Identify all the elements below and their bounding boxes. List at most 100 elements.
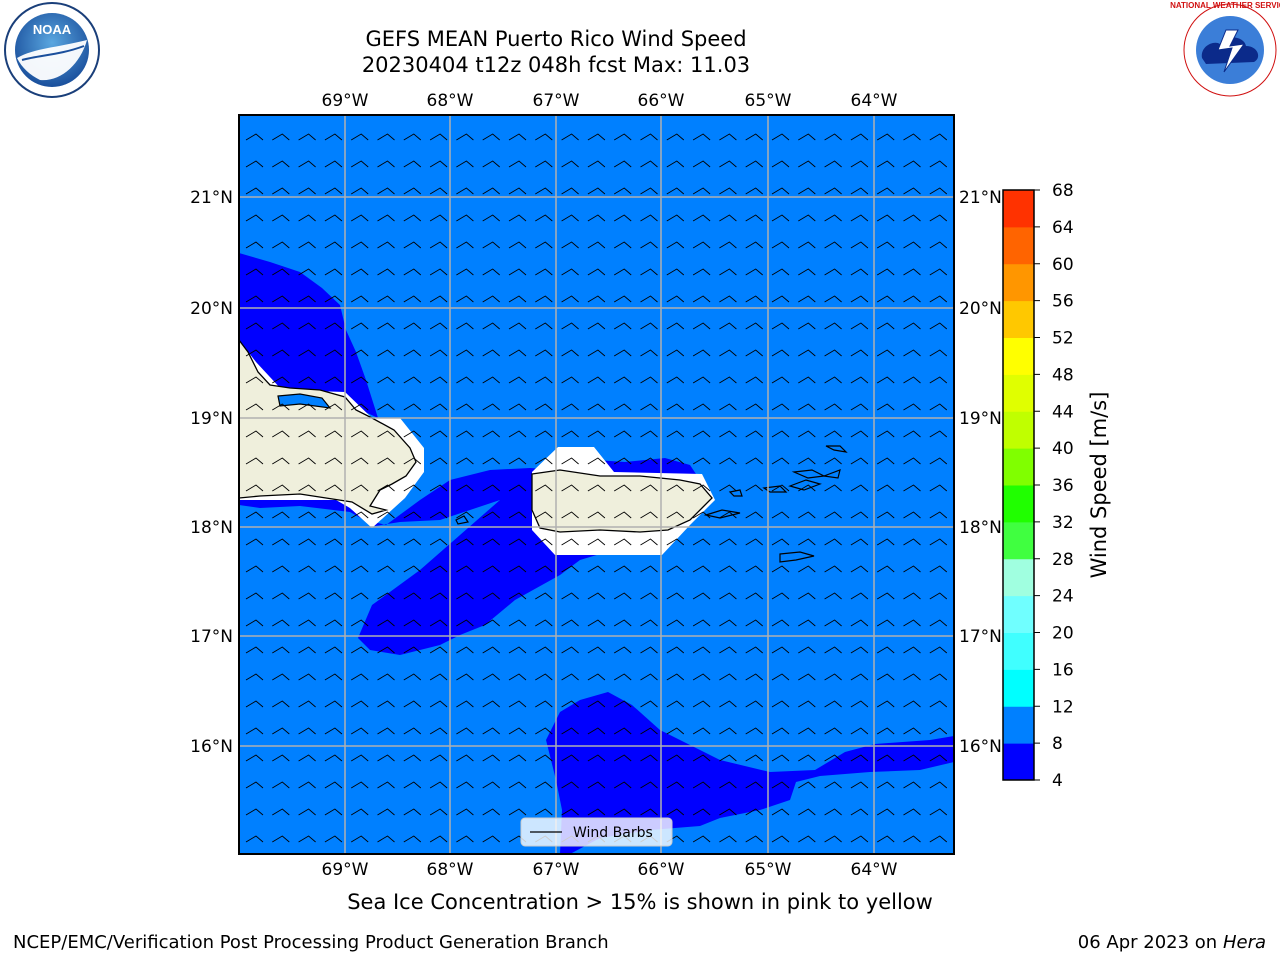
wind-barb [429,457,448,465]
colorbar-tick-label: 52 [1052,329,1074,349]
colorbar-tick-label: 56 [1052,292,1074,312]
wind-barb [719,727,737,735]
wind-barb [298,187,316,195]
wind-barb [613,538,632,546]
wind-barb [745,835,763,843]
map-subtitle: 20230404 t12z 048h fcst Max: 11.03 [361,53,751,77]
wind-barb [587,538,606,546]
wind-barb [535,376,553,384]
wind-barb [613,808,632,816]
wind-barb [456,160,474,168]
wind-barb [350,835,369,843]
wind-barb [456,349,474,357]
wind-barb [377,754,395,762]
wind-barb [245,538,264,546]
sea-ice-caption: Sea Ice Concentration > 15% is shown in … [347,890,933,914]
hispaniola-bay [277,393,332,409]
wind-barb [456,835,474,843]
wind-barb [482,646,500,654]
wind-barb [692,619,711,627]
wind-barb [850,403,869,411]
wind-barb [929,808,948,816]
wind-barb [272,241,290,249]
wind-barb [903,619,921,627]
wind-barb [771,727,790,735]
wind-barb [456,754,474,762]
wind-barb [535,700,553,708]
colorbar-band [1003,595,1034,633]
wind-barb [876,484,895,492]
wind-barb [798,457,816,465]
wind-barb [613,484,632,492]
wind-barb [666,781,685,789]
wind-barb [798,160,816,168]
wind-barb [640,403,658,411]
wind-barb [298,835,316,843]
wind-barb [850,268,869,276]
wind-barb [429,214,448,222]
wind-barb [350,133,369,141]
wind-barb [824,322,842,330]
wind-barb [377,565,395,573]
wind-barb [508,268,527,276]
wind-barb [535,430,553,438]
wind-barb [377,511,395,519]
wind-barb [272,403,290,411]
wind-barb [613,241,632,249]
wind-barb [666,268,685,276]
wind-barb [824,241,842,249]
lat-label-right: 21°N [959,188,1002,208]
wind-barb [561,700,579,708]
wind-barb [403,133,422,141]
wind-barb [613,133,632,141]
wind-barb [798,781,816,789]
wind-barb [350,376,369,384]
wind-barb [850,592,869,600]
wind-barb [429,511,448,519]
wind-barb [535,754,553,762]
wind-barb [535,295,553,303]
wind-barb [824,835,842,843]
wind-barb [956,161,973,167]
wind-barb [482,673,500,681]
wind-barb [929,457,948,465]
wind-barb [798,484,816,492]
colorbar-body [1002,189,1035,781]
colorbar-ticks: 68 64 60 56 52 48 44 40 36 32 28 24 20 16 12 8 4 [1034,181,1074,791]
colorbar-tick-label: 28 [1052,550,1074,570]
wind-barb [324,268,343,276]
wind-barb [876,322,895,330]
wind-barb [824,349,842,357]
wind-barb [613,214,632,222]
wind-barb [692,457,711,465]
wind-barb [903,268,921,276]
wind-barb [903,430,921,438]
wind-barb [745,700,763,708]
wind-barb [956,242,973,248]
wind-barb [666,808,685,816]
wind-barb [377,133,395,141]
wind-barb [403,484,422,492]
wind-barb [692,214,711,222]
wind-barb [771,160,790,168]
wind-barb [272,430,290,438]
wind-barb [561,727,579,735]
wind-barb [535,781,553,789]
wind-barb [403,592,422,600]
wind-barb [903,646,921,654]
colorbar-band [1003,374,1034,412]
wind-barb [403,457,422,465]
wind-barb [245,592,264,600]
wind-barb [745,646,763,654]
lon-labels-bottom: 69°W 68°W 67°W 66°W 65°W 64°W [322,860,898,880]
wind-barb [272,349,290,357]
wind-barb [771,592,790,600]
wind-barb [771,241,790,249]
wind-barb [956,782,973,788]
wind-barb [587,484,606,492]
wind-barb [535,241,553,249]
wind-barb [482,565,500,573]
lat-label-left: 17°N [190,627,233,647]
wind-barb [535,214,553,222]
wind-barb [508,187,527,195]
